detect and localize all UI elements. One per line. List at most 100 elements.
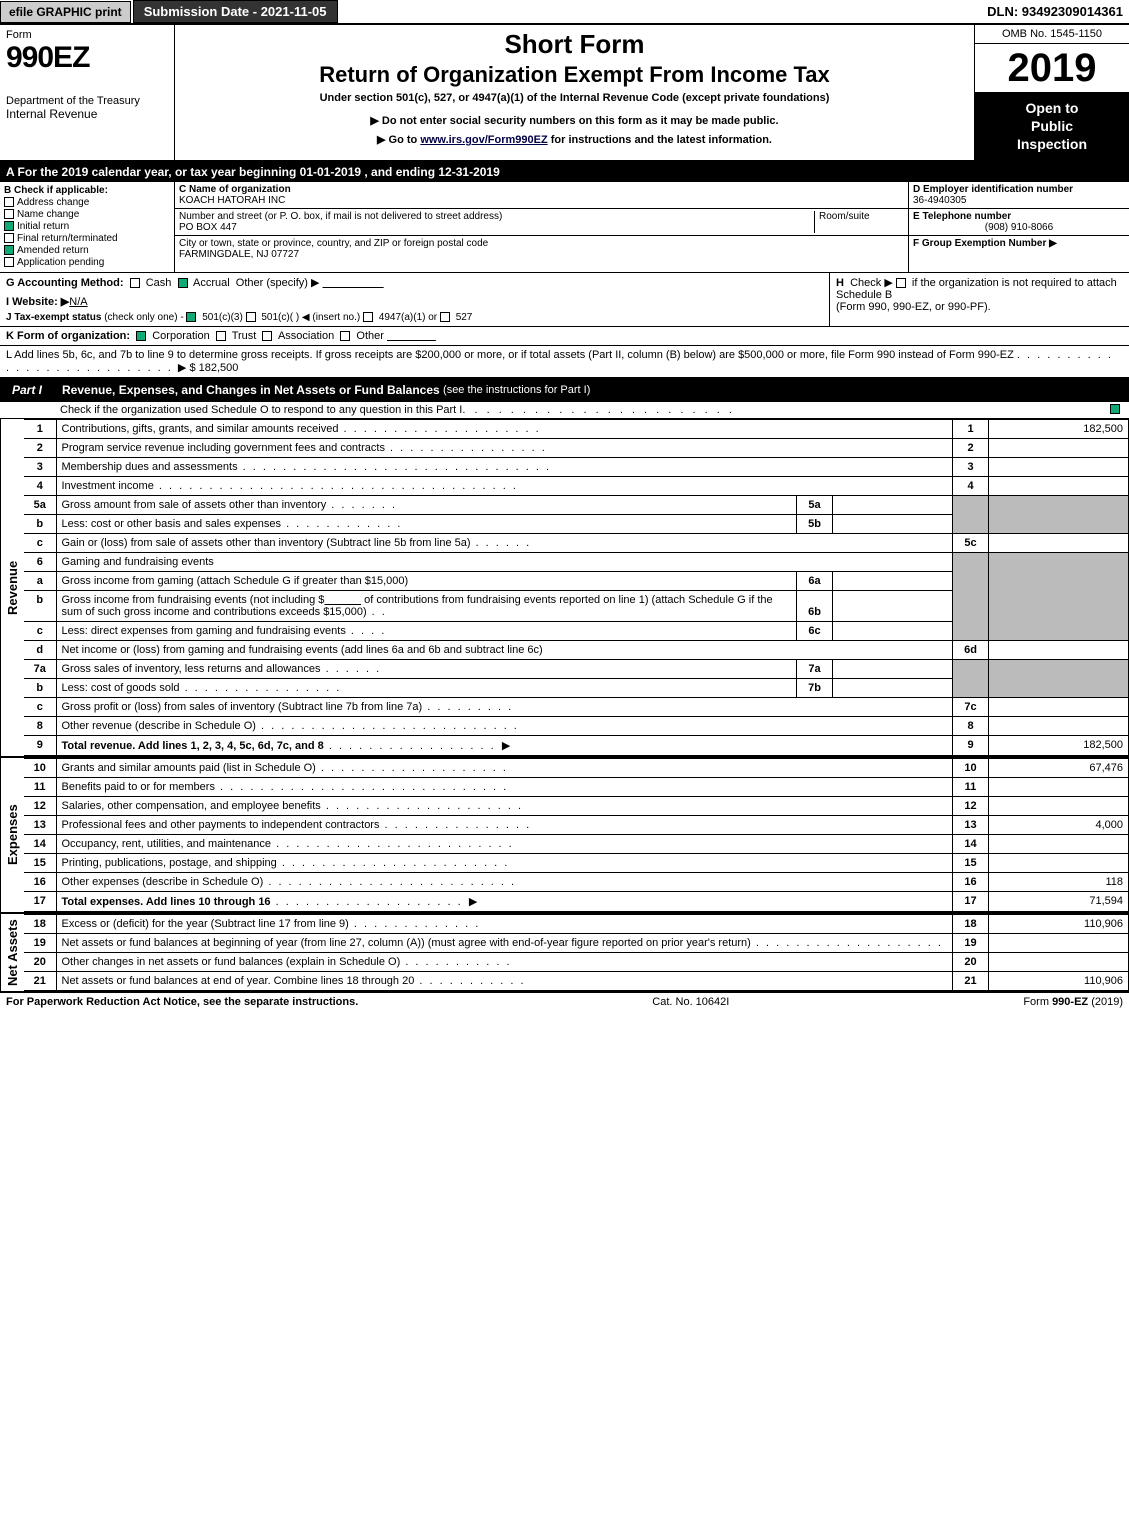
chk-amended-return[interactable]: Amended return bbox=[4, 245, 170, 256]
omb-number: OMB No. 1545-1150 bbox=[975, 25, 1129, 44]
table-row: 20Other changes in net assets or fund ba… bbox=[24, 952, 1129, 971]
line-a-tax-year: A For the 2019 calendar year, or tax yea… bbox=[0, 162, 1129, 182]
form-word: Form bbox=[6, 29, 168, 41]
d-label: D Employer identification number bbox=[913, 184, 1073, 195]
revenue-section: Revenue 1Contributions, gifts, grants, a… bbox=[0, 419, 1129, 758]
part-1-header: Part I Revenue, Expenses, and Changes in… bbox=[0, 378, 1129, 402]
chk-address-change[interactable]: Address change bbox=[4, 197, 170, 208]
table-row: 2Program service revenue including gover… bbox=[24, 438, 1129, 457]
line-h: H Check ▶ if the organization is not req… bbox=[829, 273, 1129, 326]
chk-501c[interactable] bbox=[246, 312, 256, 322]
table-row: 6Gaming and fundraising events bbox=[24, 552, 1129, 571]
part-1-title: Revenue, Expenses, and Changes in Net As… bbox=[62, 383, 440, 397]
title-box: Short Form Return of Organization Exempt… bbox=[175, 25, 974, 160]
line-k: K Form of organization: Corporation Trus… bbox=[0, 327, 1129, 346]
table-row: 17Total expenses. Add lines 10 through 1… bbox=[24, 891, 1129, 911]
form-header: Form 990EZ Department of the Treasury In… bbox=[0, 25, 1129, 162]
right-box: OMB No. 1545-1150 2019 Open to Public In… bbox=[974, 25, 1129, 160]
irs-link[interactable]: www.irs.gov/Form990EZ bbox=[420, 134, 547, 146]
website-value: N/A bbox=[69, 296, 87, 308]
expenses-section: Expenses 10Grants and similar amounts pa… bbox=[0, 758, 1129, 914]
table-row: 10Grants and similar amounts paid (list … bbox=[24, 758, 1129, 777]
j-label: J Tax-exempt status bbox=[6, 312, 101, 323]
netassets-table: 18Excess or (deficit) for the year (Subt… bbox=[24, 914, 1129, 991]
table-row: 18Excess or (deficit) for the year (Subt… bbox=[24, 914, 1129, 933]
short-form-title: Short Form bbox=[183, 29, 966, 60]
check-icon bbox=[4, 221, 14, 231]
chk-accrual[interactable] bbox=[178, 278, 188, 288]
form-number: 990EZ bbox=[6, 41, 168, 75]
return-title: Return of Organization Exempt From Incom… bbox=[183, 62, 966, 88]
goto-post: for instructions and the latest informat… bbox=[548, 134, 772, 146]
chk-name-change[interactable]: Name change bbox=[4, 209, 170, 220]
room-label: Room/suite bbox=[819, 211, 870, 222]
under-section: Under section 501(c), 527, or 4947(a)(1)… bbox=[183, 92, 966, 104]
table-row: 13Professional fees and other payments t… bbox=[24, 815, 1129, 834]
line13-amount: 4,000 bbox=[989, 815, 1129, 834]
line9-amount: 182,500 bbox=[989, 735, 1129, 755]
table-row: 1Contributions, gifts, grants, and simil… bbox=[24, 419, 1129, 438]
table-row: 11Benefits paid to or for members . . . … bbox=[24, 777, 1129, 796]
line-l: L Add lines 5b, 6c, and 7b to line 9 to … bbox=[0, 346, 1129, 378]
org-name: KOACH HATORAH INC bbox=[179, 195, 285, 206]
chk-corporation[interactable] bbox=[136, 331, 146, 341]
box-def: D Employer identification number 36-4940… bbox=[909, 182, 1129, 272]
chk-trust[interactable] bbox=[216, 331, 226, 341]
table-row: 8Other revenue (describe in Schedule O) … bbox=[24, 716, 1129, 735]
line1-amount: 182,500 bbox=[989, 419, 1129, 438]
form-number-box: Form 990EZ Department of the Treasury In… bbox=[0, 25, 175, 160]
box-c: C Name of organization KOACH HATORAH INC… bbox=[175, 182, 909, 272]
table-row: 7aGross sales of inventory, less returns… bbox=[24, 659, 1129, 678]
chk-application-pending[interactable]: Application pending bbox=[4, 257, 170, 268]
chk-4947a1[interactable] bbox=[363, 312, 373, 322]
i-label: I Website: ▶ bbox=[6, 296, 69, 308]
part-1-sub: (see the instructions for Part I) bbox=[443, 384, 590, 396]
chk-schedule-o[interactable] bbox=[1110, 404, 1120, 414]
table-row: 3Membership dues and assessments . . . .… bbox=[24, 457, 1129, 476]
table-row: cGross profit or (loss) from sales of in… bbox=[24, 697, 1129, 716]
chk-association[interactable] bbox=[262, 331, 272, 341]
revenue-table: 1Contributions, gifts, grants, and simil… bbox=[24, 419, 1129, 756]
net-assets-section: Net Assets 18Excess or (deficit) for the… bbox=[0, 914, 1129, 993]
c-label: C Name of organization bbox=[179, 184, 291, 195]
table-row: 19Net assets or fund balances at beginni… bbox=[24, 933, 1129, 952]
city-state-zip: FARMINGDALE, NJ 07727 bbox=[179, 249, 299, 260]
check-schedule-o: Check if the organization used Schedule … bbox=[0, 402, 1129, 419]
goto-pre: ▶ Go to bbox=[377, 134, 420, 146]
dept-treasury: Department of the Treasury bbox=[6, 95, 168, 107]
expenses-side-label: Expenses bbox=[0, 758, 24, 912]
chk-527[interactable] bbox=[440, 312, 450, 322]
chk-final-return[interactable]: Final return/terminated bbox=[4, 233, 170, 244]
dln-label: DLN: 93492309014361 bbox=[981, 1, 1129, 22]
table-row: 12Salaries, other compensation, and empl… bbox=[24, 796, 1129, 815]
do-not-enter-ssn: ▶ Do not enter social security numbers o… bbox=[183, 114, 966, 127]
part-1-label: Part I bbox=[6, 381, 54, 399]
cat-no: Cat. No. 10642I bbox=[358, 996, 1023, 1008]
page-footer: For Paperwork Reduction Act Notice, see … bbox=[0, 993, 1129, 1011]
chk-501c3[interactable] bbox=[186, 312, 196, 322]
efile-print-button[interactable]: efile GRAPHIC print bbox=[0, 1, 131, 23]
table-row: 5aGross amount from sale of assets other… bbox=[24, 495, 1129, 514]
table-row: 15Printing, publications, postage, and s… bbox=[24, 853, 1129, 872]
g-label: G Accounting Method: bbox=[6, 277, 124, 289]
chk-h[interactable] bbox=[896, 278, 906, 288]
goto-instructions: ▶ Go to www.irs.gov/Form990EZ for instru… bbox=[183, 133, 966, 146]
table-row: cGain or (loss) from sale of assets othe… bbox=[24, 533, 1129, 552]
tax-year: 2019 bbox=[975, 44, 1129, 93]
chk-other-org[interactable] bbox=[340, 331, 350, 341]
table-row: 9Total revenue. Add lines 1, 2, 3, 4, 5c… bbox=[24, 735, 1129, 755]
open-line2: Public bbox=[979, 117, 1125, 135]
city-label: City or town, state or province, country… bbox=[179, 238, 488, 249]
table-row: dNet income or (loss) from gaming and fu… bbox=[24, 640, 1129, 659]
netassets-side-label: Net Assets bbox=[0, 914, 24, 991]
phone: (908) 910-8066 bbox=[913, 222, 1125, 233]
f-label: F Group Exemption Number ▶ bbox=[913, 238, 1057, 249]
street-label: Number and street (or P. O. box, if mail… bbox=[179, 211, 502, 222]
line16-amount: 118 bbox=[989, 872, 1129, 891]
open-line3: Inspection bbox=[979, 135, 1125, 153]
dept-irs: Internal Revenue bbox=[6, 107, 168, 121]
top-bar: efile GRAPHIC print Submission Date - 20… bbox=[0, 0, 1129, 25]
submission-date-button[interactable]: Submission Date - 2021-11-05 bbox=[133, 0, 338, 23]
chk-cash[interactable] bbox=[130, 278, 140, 288]
chk-initial-return[interactable]: Initial return bbox=[4, 221, 170, 232]
